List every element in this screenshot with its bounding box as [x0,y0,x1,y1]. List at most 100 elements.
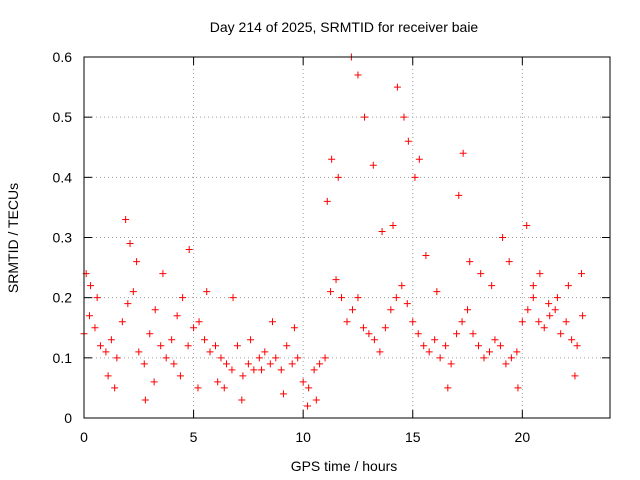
y-tick-label: 0.2 [53,290,73,306]
data-point [359,324,367,332]
data-point [255,354,263,362]
data-point [361,113,369,121]
data-point [540,324,548,332]
data-point [573,342,581,350]
data-point [370,336,378,344]
data-point [404,137,412,145]
data-point [378,227,386,235]
data-point [578,270,586,278]
data-point [305,384,313,392]
data-point [455,191,463,199]
x-tick-label: 15 [405,429,421,445]
data-point [579,312,587,320]
data-point [381,324,389,332]
axis-ticks: 0 0.1 0.2 0.3 0.4 0.5 0.6 0 5 10 15 20 [53,49,610,445]
data-point [403,300,411,308]
data-point [283,342,291,350]
data-point [203,288,211,296]
data-point [514,384,522,392]
data-point [258,366,266,374]
data-point [323,197,331,205]
data-point [398,282,406,290]
data-point [170,360,178,368]
data-point [214,378,222,386]
data-point [425,348,433,356]
data-point [469,330,477,338]
data-point [93,294,101,302]
data-point [195,318,203,326]
data-point [162,354,170,362]
data-point [217,354,225,362]
data-point [502,360,510,368]
data-point [431,336,439,344]
data-point [87,282,95,290]
data-point [466,258,474,266]
data-point [529,294,537,302]
data-point [310,366,318,374]
data-point [507,354,515,362]
data-point [571,372,579,380]
data-point [545,300,553,308]
data-point [529,282,537,290]
data-point [411,173,419,181]
data-point [499,234,507,241]
data-point [485,348,493,356]
data-point [126,240,134,248]
data-point [206,348,214,356]
data-point [458,318,466,326]
x-axis-label: GPS time / hours [291,458,398,474]
x-tick-label: 5 [190,429,198,445]
data-point [111,384,119,392]
data-point [279,390,287,398]
x-tick-label: 0 [80,429,88,445]
data-point [523,221,531,229]
data-point [294,354,302,362]
data-point [354,71,362,79]
data-point [343,318,351,326]
data-point [327,288,335,296]
data-point [477,270,485,278]
data-point [220,384,228,392]
data-point [475,342,482,350]
data-point [480,354,488,362]
data-point [557,330,565,338]
data-point [118,318,126,326]
data-point [376,348,384,356]
data-point [277,366,285,374]
data-point [420,342,428,350]
y-axis-label: SRMTID / TECUs [5,183,21,293]
x-tick-label: 10 [295,429,311,445]
chart-title: Day 214 of 2025, SRMTID for receiver bai… [210,19,479,35]
plot-frame [83,56,611,419]
data-point [316,360,324,368]
data-point [247,336,255,344]
data-point [250,366,258,374]
data-point [151,306,159,314]
data-point [133,258,141,266]
data-point [184,342,192,350]
data-point [113,354,121,362]
data-point [185,246,193,254]
data-point [422,252,430,260]
data-point [415,155,423,163]
data-point [546,312,554,320]
data-point [212,342,219,350]
data-point [535,318,543,326]
y-tick-label: 0.4 [53,169,73,185]
data-point [491,336,499,344]
data-point [496,342,504,350]
data-point [233,342,241,350]
data-point [244,360,252,368]
data-point [124,300,132,308]
data-point [321,354,329,362]
data-point [222,360,230,368]
data-point [464,306,472,314]
data-point [272,354,280,362]
data-point [304,402,312,410]
data-point [85,312,93,320]
data-point [194,384,202,392]
data-point [159,270,167,278]
data-point [141,396,149,404]
data-point [459,149,467,157]
data-point [442,342,450,350]
